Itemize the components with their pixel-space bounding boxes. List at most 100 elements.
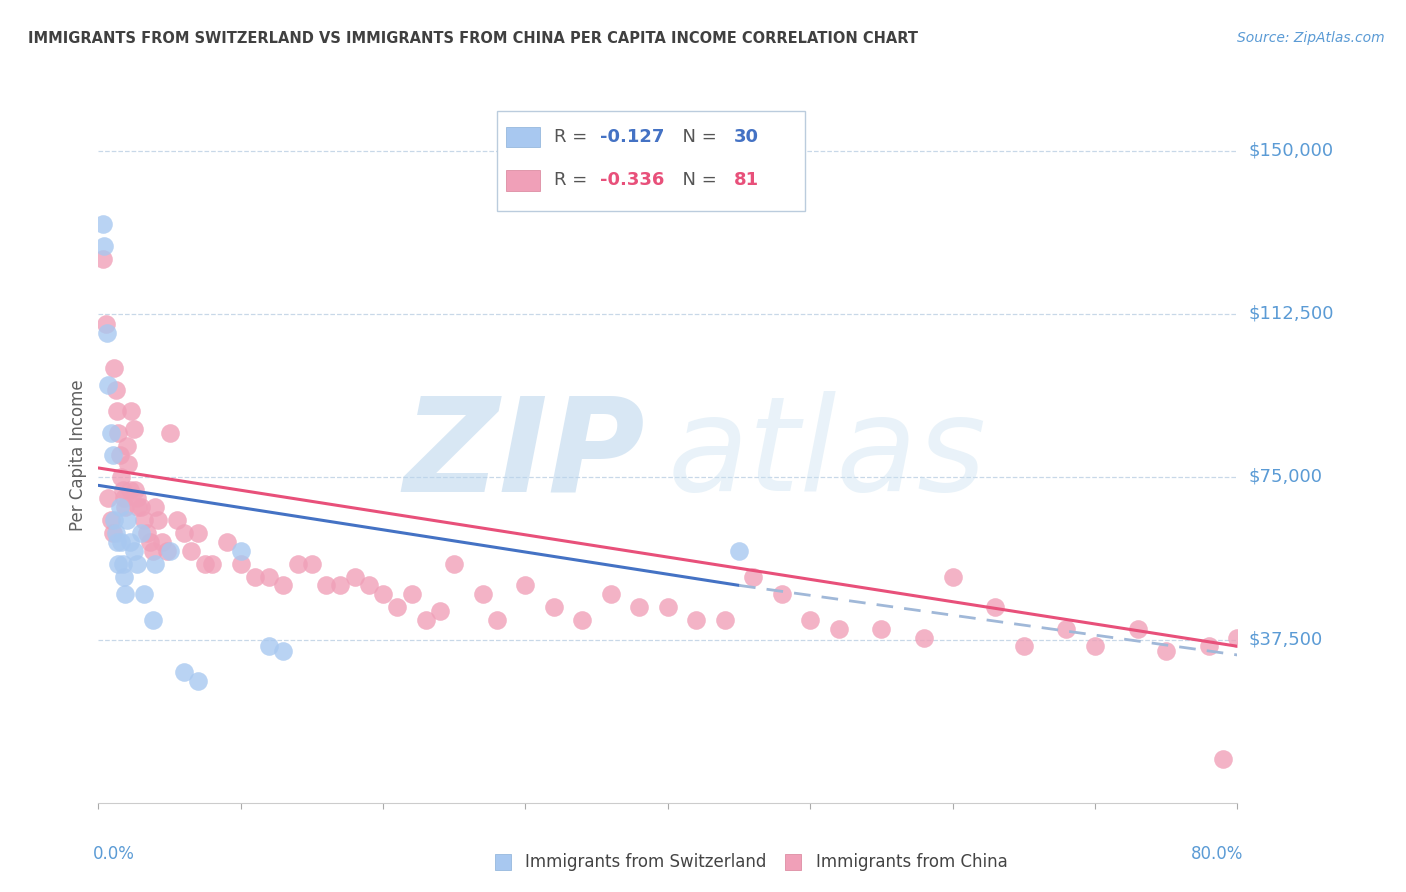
Point: [343, 570, 366, 584]
Point: [100, 426, 122, 441]
Point: [912, 631, 935, 645]
Point: [105, 404, 128, 418]
Point: [443, 557, 465, 571]
Point: [108, 500, 131, 514]
Point: [118, 534, 141, 549]
Point: [97, 378, 120, 392]
Point: [429, 605, 451, 619]
Point: [135, 526, 157, 541]
Point: [1198, 639, 1220, 653]
Point: [101, 448, 124, 462]
Point: [108, 448, 131, 462]
Point: [799, 613, 821, 627]
Point: [145, 500, 167, 514]
Point: [571, 613, 593, 627]
Point: [173, 665, 195, 680]
Point: [145, 557, 167, 571]
Y-axis label: Per Capita Income: Per Capita Income: [69, 379, 87, 531]
Text: Immigrants from China: Immigrants from China: [815, 853, 1008, 871]
Point: [828, 622, 851, 636]
Point: [1126, 622, 1149, 636]
Point: [148, 513, 170, 527]
Point: [273, 578, 295, 592]
Point: [956, 796, 979, 810]
Point: [243, 570, 266, 584]
Text: $150,000: $150,000: [1249, 142, 1333, 160]
Text: N =: N =: [671, 171, 723, 189]
Text: R =: R =: [554, 128, 593, 146]
Point: [1056, 622, 1078, 636]
Text: R =: R =: [554, 171, 593, 189]
Point: [129, 526, 152, 541]
Point: [1154, 643, 1177, 657]
Point: [387, 600, 409, 615]
Point: [125, 557, 148, 571]
Point: [103, 360, 125, 375]
Point: [515, 578, 537, 592]
Point: [685, 613, 707, 627]
Point: [122, 422, 145, 436]
Point: [1084, 639, 1107, 653]
Point: [373, 587, 395, 601]
Text: $75,000: $75,000: [1249, 467, 1323, 485]
Point: [194, 557, 217, 571]
Text: Source: ZipAtlas.com: Source: ZipAtlas.com: [1237, 31, 1385, 45]
Point: [127, 500, 149, 514]
Point: [141, 613, 163, 627]
Point: [657, 600, 679, 615]
Text: atlas: atlas: [668, 392, 987, 518]
FancyBboxPatch shape: [498, 111, 804, 211]
FancyBboxPatch shape: [506, 169, 540, 191]
Text: $112,500: $112,500: [1249, 304, 1334, 323]
Point: [124, 483, 146, 497]
Point: [180, 543, 202, 558]
Point: [105, 534, 128, 549]
Point: [471, 587, 494, 601]
Point: [187, 526, 209, 541]
Point: [714, 613, 737, 627]
Point: [600, 587, 623, 601]
Point: [114, 587, 136, 601]
Point: [152, 534, 174, 549]
Point: [91, 252, 114, 267]
Point: [101, 526, 124, 541]
Point: [357, 578, 380, 592]
Point: [125, 491, 148, 506]
Text: ZIP: ZIP: [404, 392, 645, 518]
Point: [159, 543, 181, 558]
Point: [1212, 752, 1234, 766]
Point: [401, 587, 423, 601]
Point: [315, 578, 337, 592]
Point: [229, 543, 252, 558]
Point: [111, 557, 134, 571]
Point: [770, 587, 793, 601]
Text: IMMIGRANTS FROM SWITZERLAND VS IMMIGRANTS FROM CHINA PER CAPITA INCOME CORRELATI: IMMIGRANTS FROM SWITZERLAND VS IMMIGRANT…: [28, 31, 918, 46]
Point: [415, 613, 437, 627]
Point: [97, 491, 120, 506]
Point: [132, 587, 155, 601]
Point: [1226, 631, 1249, 645]
Point: [91, 218, 114, 232]
Point: [173, 526, 195, 541]
Point: [96, 326, 118, 340]
Point: [107, 557, 129, 571]
Point: [166, 513, 188, 527]
Point: [112, 570, 135, 584]
Point: [984, 600, 1007, 615]
Point: [301, 557, 323, 571]
Point: [259, 639, 281, 653]
Point: [110, 534, 132, 549]
Text: -0.127: -0.127: [599, 128, 664, 146]
Text: 0.0%: 0.0%: [93, 845, 135, 863]
Point: [187, 674, 209, 689]
Point: [159, 426, 181, 441]
Point: [94, 318, 117, 332]
Point: [273, 643, 295, 657]
Point: [628, 600, 651, 615]
Point: [486, 613, 509, 627]
Point: [201, 557, 224, 571]
Point: [329, 578, 352, 592]
Point: [114, 500, 136, 514]
Point: [287, 557, 309, 571]
Point: [103, 513, 125, 527]
